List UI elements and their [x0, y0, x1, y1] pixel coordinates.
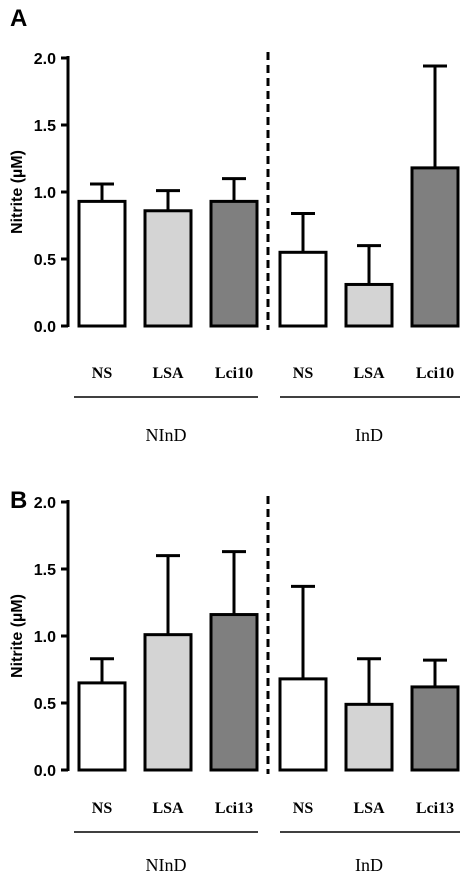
y-axis-label: Nitrite (µM) [9, 150, 26, 234]
category-label: Lci13 [215, 800, 253, 817]
chart-panel-a: A 0.0 0.5 1.0 1.5 2.0 Nitrite (µM) NS LSA Lci10 NS… [9, 5, 460, 445]
panel-letter: A [10, 5, 27, 32]
y-tick-label: 0.5 [34, 252, 56, 269]
bar [278, 677, 328, 772]
category-label: LSA [152, 800, 184, 817]
category-label: NS [293, 800, 314, 817]
category-label: LSA [353, 800, 385, 817]
panel-letter: B [10, 487, 27, 514]
bar [77, 199, 127, 328]
y-tick-label: 1.0 [34, 629, 56, 646]
category-label: Lci13 [416, 800, 454, 817]
bar [209, 613, 259, 772]
bar [410, 685, 460, 772]
y-tick-label: 2.0 [34, 51, 56, 68]
category-label: LSA [152, 365, 184, 382]
group-label: NInD [146, 425, 187, 445]
bar [278, 250, 328, 328]
bar [344, 282, 394, 328]
y-axis-label: Nitrite (µM) [9, 594, 26, 678]
y-tick-label: 1.5 [34, 118, 56, 135]
bar [143, 209, 193, 328]
group-label: InD [355, 425, 383, 445]
y-tick-label: 1.0 [34, 185, 56, 202]
group-label: InD [355, 855, 383, 875]
bar [143, 633, 193, 772]
y-tick-label: 2.0 [34, 495, 56, 512]
category-label: NS [92, 365, 113, 382]
y-tick-label: 1.5 [34, 562, 56, 579]
bar [77, 681, 127, 772]
category-label: NS [293, 365, 314, 382]
y-tick-label: 0.0 [34, 319, 56, 336]
category-label: LSA [353, 365, 385, 382]
chart-panel-b: B 0.0 0.5 1.0 1.5 2.0 Nitrite (µM) NS LSA Lci13 NS… [9, 487, 460, 875]
y-tick-label: 0.5 [34, 696, 56, 713]
bar [344, 702, 394, 772]
y-tick-label: 0.0 [34, 763, 56, 780]
category-label: Lci10 [416, 365, 454, 382]
category-label: NS [92, 800, 113, 817]
bar [209, 199, 259, 328]
group-label: NInD [146, 855, 187, 875]
bar [410, 166, 460, 328]
category-label: Lci10 [215, 365, 253, 382]
